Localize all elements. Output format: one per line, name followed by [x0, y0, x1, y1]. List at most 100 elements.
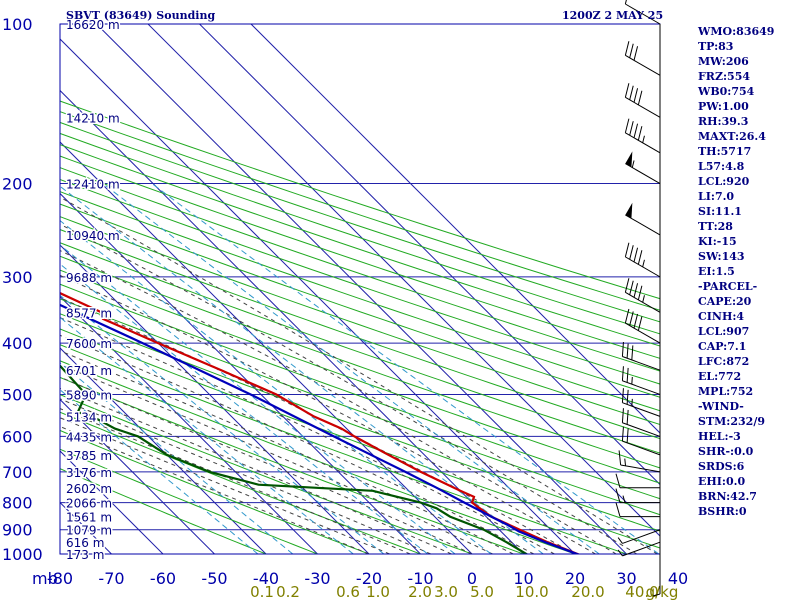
- temperature-tick-label: -70: [98, 569, 124, 588]
- wind-barb-shaft: [622, 402, 661, 417]
- dry-adiabat-line: [60, 229, 660, 440]
- index-line: HEL:-3: [698, 430, 741, 443]
- wind-barb-full: [631, 345, 634, 360]
- wind-barb: [624, 83, 661, 118]
- wind-barb-shaft: [625, 322, 661, 344]
- wind-barb-half: [624, 458, 627, 466]
- pressure-tick-label: 700: [2, 463, 33, 482]
- wind-barb-full: [637, 316, 643, 331]
- isotherm-line: [60, 38, 576, 554]
- temperature-tick-label: 40: [668, 569, 688, 588]
- index-line: TP:83: [698, 40, 734, 53]
- wind-barb: [652, 554, 661, 597]
- wind-barb-shaft: [622, 422, 661, 437]
- mixing-ratio-line: [60, 244, 456, 554]
- wind-barb-shaft: [625, 54, 661, 76]
- index-line: SW:143: [698, 250, 745, 263]
- index-line: LCL:907: [698, 325, 750, 338]
- mixing-ratio-line: [60, 362, 294, 554]
- wind-barb: [617, 541, 661, 557]
- wind-barb-full: [633, 283, 639, 298]
- wind-barb: [624, 118, 661, 154]
- wind-barb-full: [626, 389, 629, 405]
- curves-layer: [60, 291, 581, 554]
- height-label: 2066 m: [66, 497, 112, 511]
- wind-barb-shaft: [622, 356, 661, 371]
- wind-barb-full: [624, 0, 627, 5]
- wind-barb: [618, 450, 661, 473]
- dry-adiabat-line: [60, 121, 660, 323]
- wind-barb-full: [621, 426, 624, 442]
- pressure-tick-label: 200: [2, 175, 33, 194]
- isotherm-line: [60, 244, 370, 554]
- wind-barb: [625, 151, 661, 184]
- wind-barb-half: [642, 259, 645, 267]
- height-label: 3176 m: [66, 466, 112, 480]
- wind-barb-full: [621, 366, 624, 381]
- index-line: SHR-:0.0: [698, 445, 754, 458]
- pressure-tick-label: 500: [2, 385, 33, 404]
- dry-adiabat-line: [60, 242, 660, 454]
- mixing-ratio-line: [102, 183, 600, 554]
- height-label: 5134 m: [66, 410, 112, 424]
- wind-barb-shaft: [625, 3, 661, 25]
- mixing-ratio-label: 40.0: [625, 583, 658, 600]
- temperature-tick-label: 10: [513, 569, 533, 588]
- index-line: RH:39.3: [698, 115, 749, 128]
- dry-adiabat-line: [60, 344, 627, 554]
- height-label: 5890 m: [66, 388, 112, 402]
- moist-adiabat-line: [60, 398, 431, 554]
- dry-adiabat-line: [60, 132, 660, 335]
- wind-barb-full: [637, 250, 643, 265]
- wind-barb-full: [621, 388, 624, 403]
- wind-barb: [617, 529, 661, 544]
- wind-barb-shaft: [622, 380, 661, 395]
- dry-adiabat-line: [60, 255, 660, 469]
- pressure-tick-label: 100: [2, 15, 33, 34]
- height-label: 3785 m: [66, 449, 112, 463]
- moist-adiabat-line: [60, 387, 452, 554]
- wind-barb-full: [626, 428, 629, 443]
- moist-adiabat-line: [60, 250, 617, 554]
- dry-adiabat-line: [60, 376, 524, 554]
- index-line: TH:5717: [698, 145, 752, 158]
- wind-barb: [624, 278, 661, 313]
- wind-barb: [624, 41, 661, 76]
- height-label: 10940 m: [66, 229, 120, 243]
- isotherm-line: [199, 24, 660, 486]
- plot-frame: [59, 23, 661, 555]
- mixing-ratio-label: 1.0: [366, 583, 390, 600]
- index-line: STM:232/9: [698, 415, 765, 428]
- wind-barb: [621, 388, 661, 417]
- wind-barb-full: [637, 90, 643, 105]
- wind-barb-half: [631, 376, 633, 385]
- wind-barb-shaft: [622, 440, 661, 456]
- dry-adiabat-line: [60, 298, 660, 516]
- index-line: EI:1.5: [698, 265, 735, 278]
- dry-adiabat-line: [60, 100, 660, 300]
- index-line: LI:7.0: [698, 190, 735, 203]
- temperature-tick-label: -60: [150, 569, 176, 588]
- index-line: MAXT:26.4: [698, 130, 766, 143]
- index-line: FRZ:554: [698, 70, 751, 83]
- index-line: BRN:42.7: [698, 490, 757, 503]
- wind-barb-shaft: [620, 464, 661, 473]
- pressure-tick-label: 900: [2, 521, 33, 540]
- wind-barb: [615, 488, 660, 504]
- moist-adiabat-line: [60, 350, 514, 554]
- parcel-line: [60, 303, 581, 554]
- pressure-tick-label: 1000: [2, 545, 43, 564]
- wind-barb-full: [629, 311, 634, 326]
- wind-barb-full: [624, 308, 630, 324]
- dry-adiabat-line: [60, 313, 660, 532]
- dry-adiabat-line: [60, 155, 660, 359]
- wind-barb-full: [629, 85, 634, 100]
- wind-barb-half: [631, 160, 635, 168]
- height-label: 12410 m: [66, 178, 120, 192]
- observation-time: 1200Z 2 MAY 25: [562, 9, 664, 22]
- isotherm-line: [60, 450, 164, 554]
- wind-barb-half: [631, 398, 633, 407]
- wind-barb: [621, 341, 661, 371]
- temperature-tick-label: -10: [407, 569, 433, 588]
- isotherm-line: [60, 398, 215, 554]
